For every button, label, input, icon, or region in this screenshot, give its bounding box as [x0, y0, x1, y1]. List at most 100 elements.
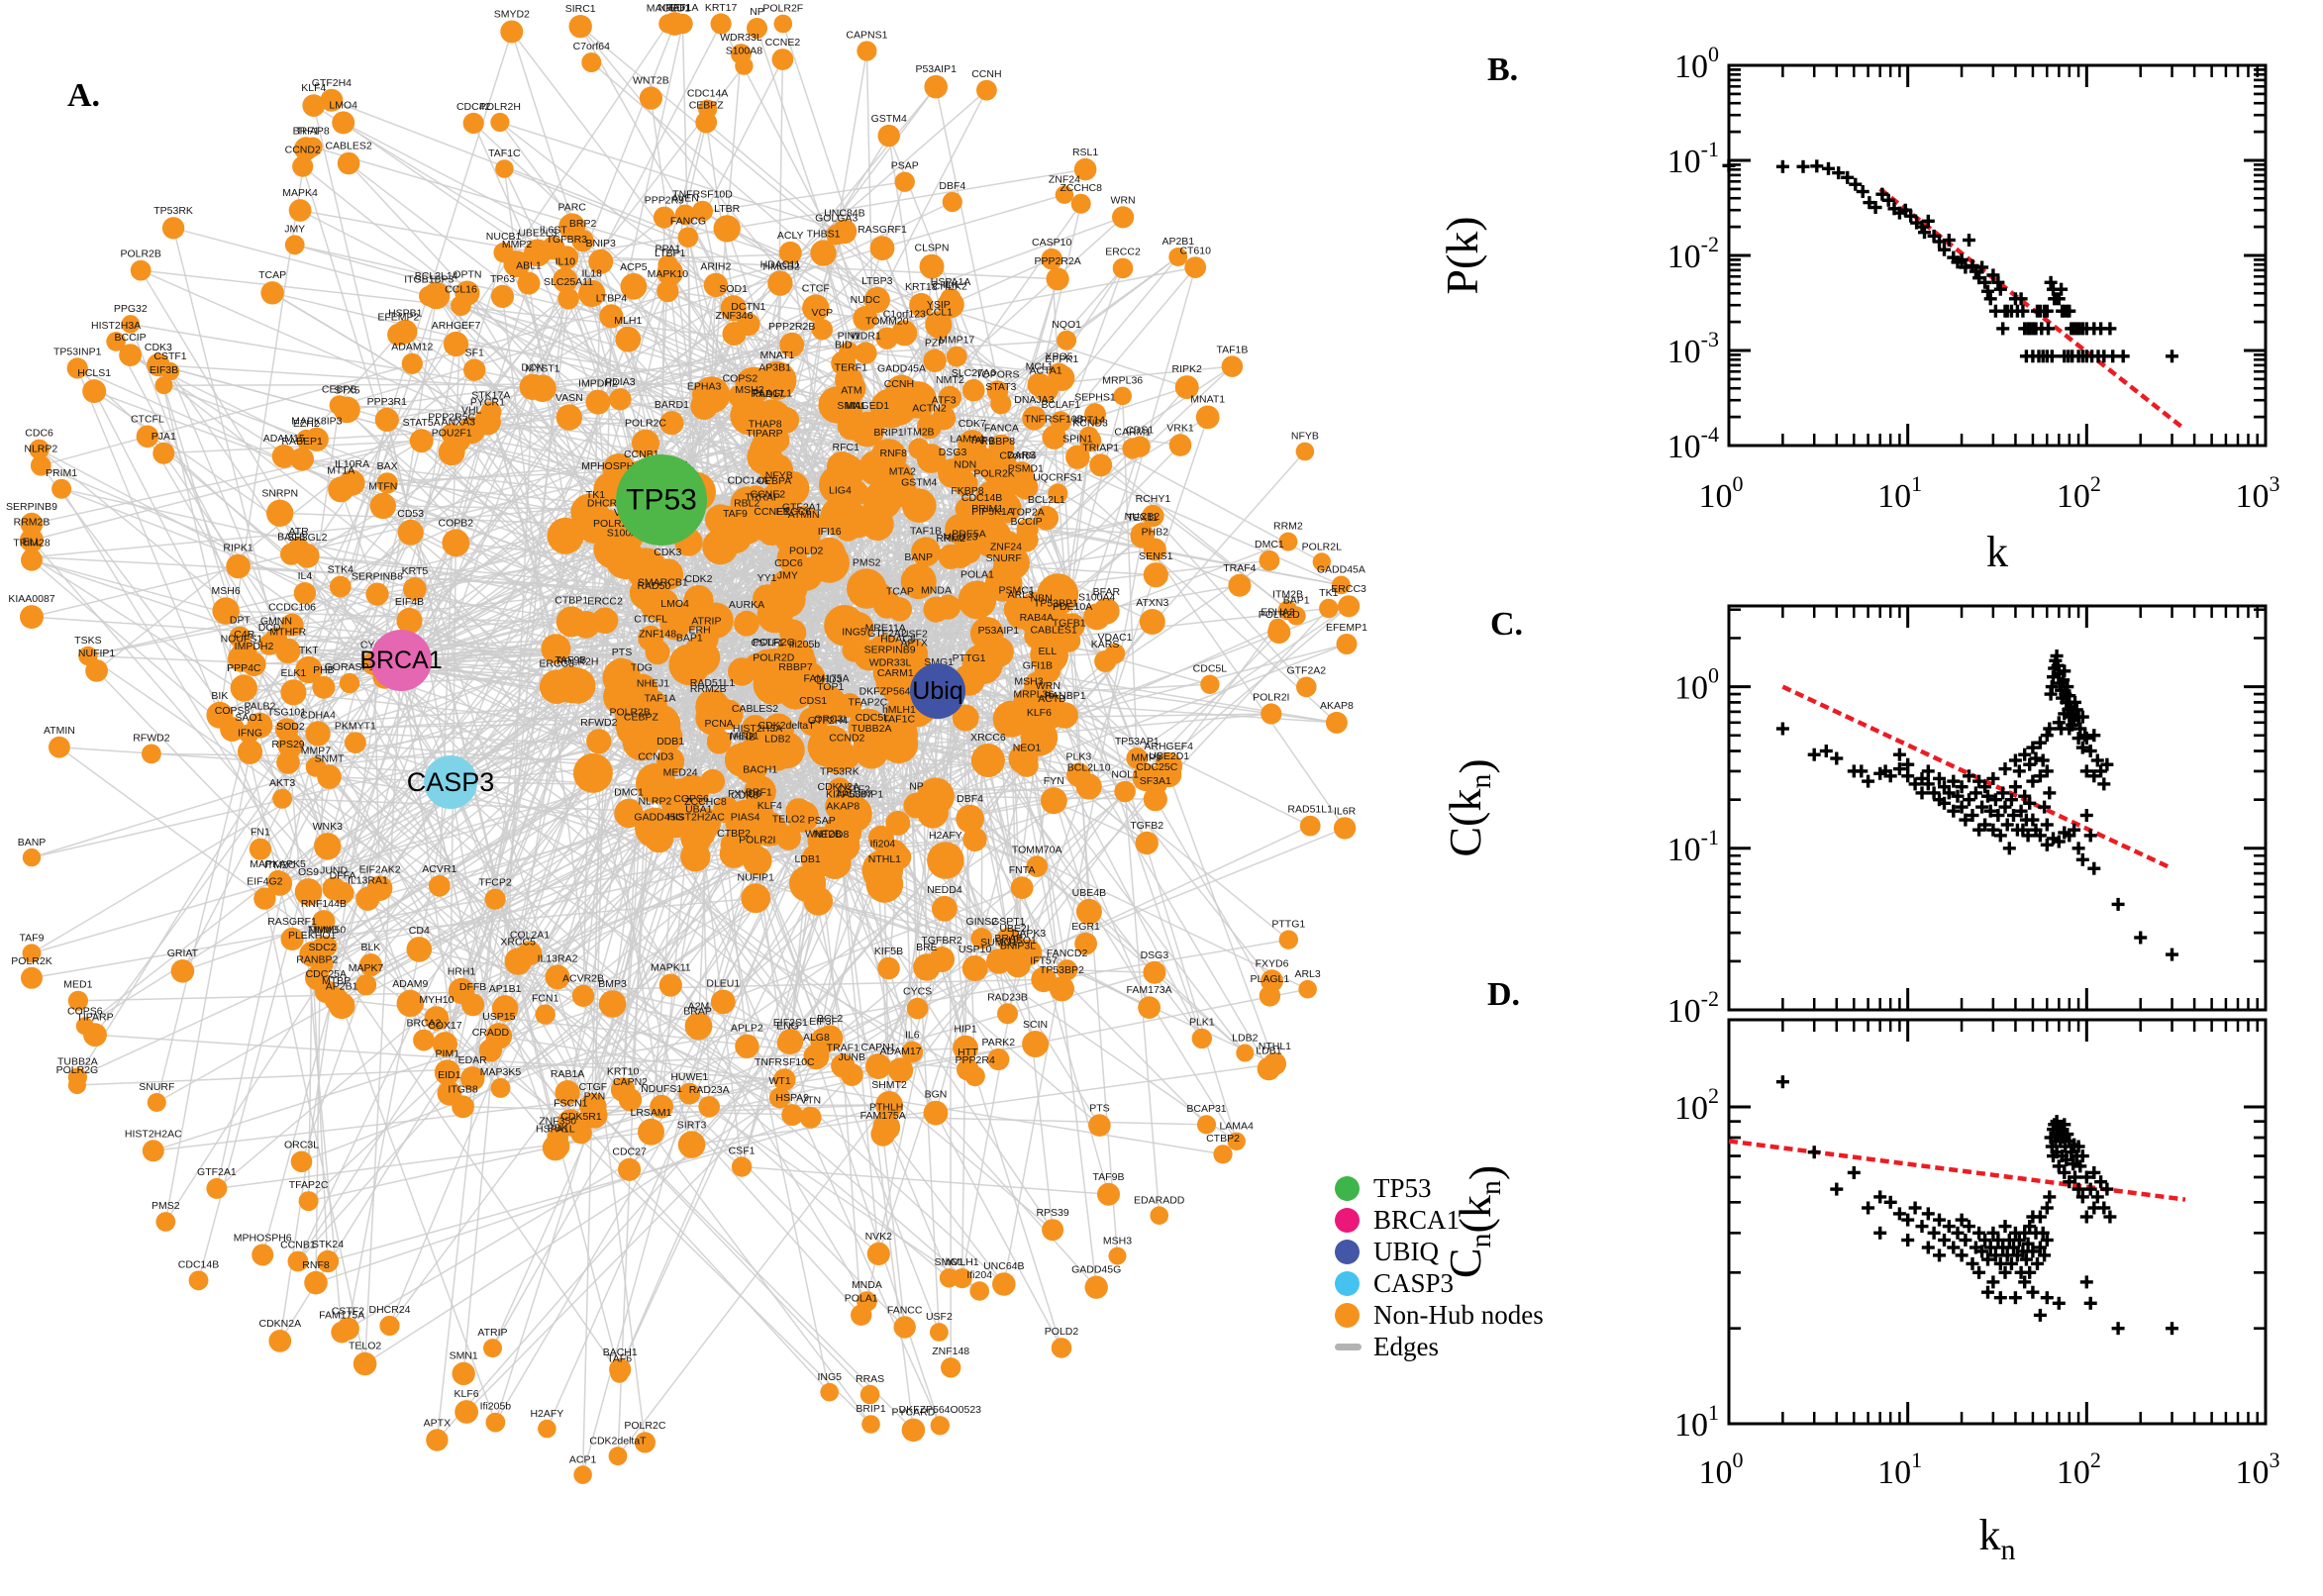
network-node-label: COL2A1 [510, 930, 550, 942]
network-node-label: TP53INP1 [836, 789, 884, 801]
network-node [894, 171, 915, 192]
network-node [1236, 1044, 1255, 1062]
network-node-label: TSKS [74, 635, 101, 647]
network-node-label: TUBB2A [57, 1056, 98, 1068]
network-node-label: VDAC1 [1097, 632, 1132, 644]
network-node-labels: TCAP PRIM1 NHEJ1 Ifi204 TP53INP1 H2AFY SMG1 P53… [6, 2, 1367, 1465]
casp3-legend-dot-icon [1335, 1270, 1360, 1296]
network-node-label: IFNG [238, 728, 262, 740]
network-node [887, 1057, 914, 1083]
network-node-label: A2M [688, 1001, 710, 1013]
network-node [632, 429, 659, 457]
network-node [744, 775, 776, 808]
network-node [869, 236, 895, 260]
network-node-label: ARHGEF4 [1144, 741, 1193, 752]
network-node-label: FN1 [251, 827, 270, 839]
network-node-label: TP63 [490, 273, 515, 285]
network-node-label: HIST2H3A [91, 320, 141, 332]
network-node [1184, 256, 1207, 278]
network-edge [742, 1165, 1109, 1196]
network-node-label: SF3A1 [1140, 775, 1171, 787]
network-node-label: CDC14B [178, 1258, 219, 1270]
tick-label: 10-1 [1667, 825, 1719, 868]
network-node-label: CT610 [1179, 245, 1211, 256]
network-node [147, 352, 170, 377]
network-edge [301, 165, 594, 1107]
network-node-label: SDC2 [308, 942, 336, 953]
network-node-label: AURKA [729, 599, 764, 611]
network-node [884, 697, 917, 730]
network-node [557, 288, 579, 310]
network-node [1024, 623, 1050, 649]
network-node [396, 989, 424, 1018]
network-edge [164, 251, 791, 1223]
network-node [85, 659, 108, 682]
network-node-label: CDS1 [1126, 425, 1154, 437]
network-node [990, 492, 1022, 524]
network-node-label: HSPA1L [536, 1123, 575, 1135]
network-node [744, 652, 771, 680]
network-node [957, 540, 981, 564]
network-node [316, 1249, 340, 1273]
network-node-label: COPS2 [723, 372, 758, 384]
network-node-label: ACTB [1038, 693, 1065, 705]
network-node-label: LDB2 [1232, 1032, 1258, 1044]
network-node [953, 1035, 978, 1061]
network-node-label: TOMM20 [865, 315, 909, 327]
network-node-label: IL6 [905, 1030, 920, 1042]
network-node-label: ARL3 [1008, 589, 1034, 601]
network-edge [1006, 417, 1209, 1015]
network-node-label: KRT17 [705, 2, 738, 14]
network-node [724, 743, 758, 777]
network-node-label: HUWE1 [670, 1071, 708, 1083]
network-node-label: GTF2A1 [782, 502, 822, 514]
network-node [656, 280, 679, 303]
network-node-label: CARM1 [1114, 427, 1151, 439]
network-node-label: KARS [1091, 639, 1120, 650]
network-node [287, 1250, 309, 1272]
tick-label: 103 [2236, 471, 2280, 515]
network-node-label: POLD2 [789, 546, 824, 557]
network-node-label: ELL [1039, 646, 1058, 657]
network-node [1122, 438, 1144, 459]
network-node [853, 306, 878, 331]
network-node-label: MLH1 [614, 315, 642, 327]
network-edge [444, 469, 620, 1045]
network-node-label: SHMT2 [871, 1079, 907, 1091]
network-node [75, 1017, 94, 1036]
network-node [786, 800, 820, 833]
network-node-label: SNURF [139, 1081, 174, 1093]
network-node-label: COPS8 [215, 705, 251, 717]
network-node [1112, 206, 1135, 229]
network-node [825, 792, 853, 821]
network-node [657, 254, 678, 275]
network-node [952, 470, 978, 497]
network-node-label: CDK3 [654, 547, 681, 558]
network-node-label: DMC1 [614, 787, 644, 799]
network-node-label: CCNH [884, 378, 914, 390]
network-node [260, 281, 284, 305]
tick-label: 100 [1674, 663, 1719, 707]
network-node [541, 634, 571, 664]
network-node [353, 1351, 377, 1376]
network-node-label: Ifi204 [869, 838, 895, 849]
network-node-label: MAP3K5 [480, 1066, 522, 1078]
network-node-label: TOMM70A [1012, 844, 1062, 855]
network-node [571, 984, 595, 1007]
network-node [586, 729, 612, 754]
network-node [355, 974, 377, 996]
network-node-label: ATF3 [932, 394, 957, 406]
network-node [547, 517, 584, 554]
network-node-label: DHCR24 [587, 498, 629, 510]
network-node-label: hMLH1 [882, 704, 916, 716]
network-node-label: BCCIP [115, 332, 147, 344]
network-node [777, 1029, 804, 1054]
network-node [328, 476, 354, 503]
network-node [969, 1281, 989, 1301]
network-node-label: JMY [777, 570, 798, 582]
network-node-label: CDC5L [856, 712, 890, 724]
network-node-label: MAPK10 [648, 268, 689, 280]
network-node-label: RPS29 [271, 739, 304, 750]
network-edge [733, 86, 937, 335]
